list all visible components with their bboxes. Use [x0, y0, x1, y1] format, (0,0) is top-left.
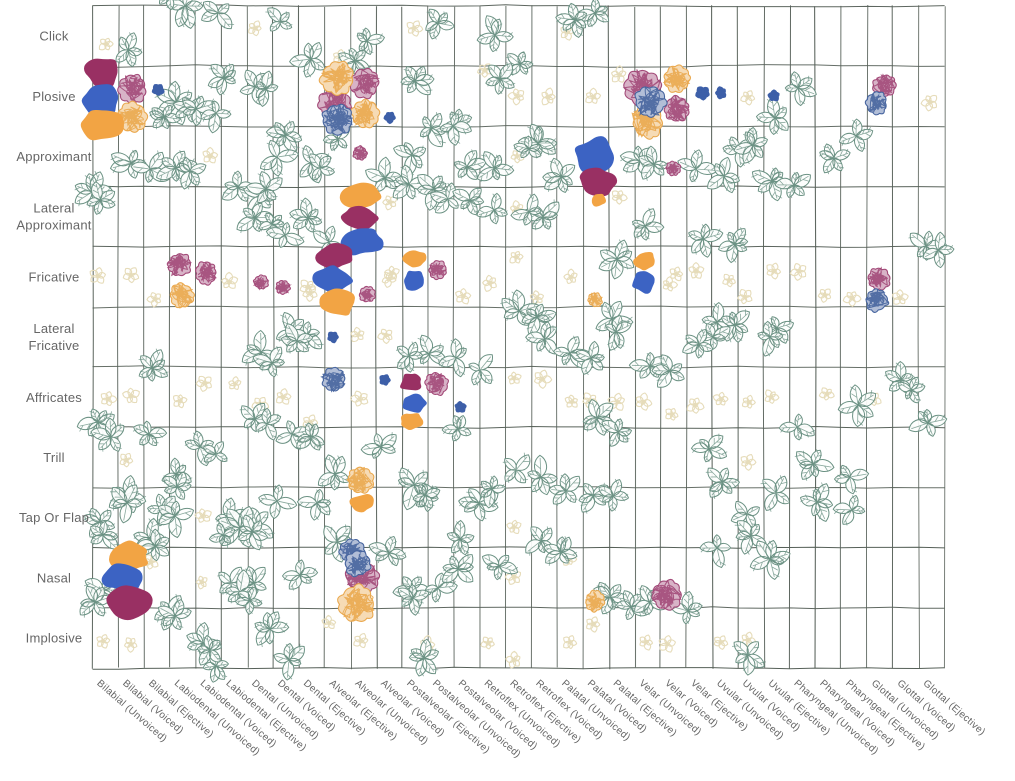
svg-text:Lateral: Lateral — [33, 321, 74, 336]
svg-text:Approximant: Approximant — [16, 149, 91, 164]
svg-text:Affricates: Affricates — [26, 390, 82, 405]
svg-text:Fricative: Fricative — [29, 338, 80, 353]
svg-text:Lateral: Lateral — [33, 201, 74, 216]
svg-text:Click: Click — [39, 29, 68, 44]
svg-text:Tap Or Flap: Tap Or Flap — [19, 510, 89, 525]
svg-text:Nasal: Nasal — [37, 570, 71, 585]
svg-text:Implosive: Implosive — [26, 631, 83, 646]
svg-text:Fricative: Fricative — [29, 269, 80, 284]
svg-text:Approximant: Approximant — [16, 218, 91, 233]
svg-text:Trill: Trill — [43, 450, 64, 465]
svg-text:Plosive: Plosive — [32, 89, 75, 104]
